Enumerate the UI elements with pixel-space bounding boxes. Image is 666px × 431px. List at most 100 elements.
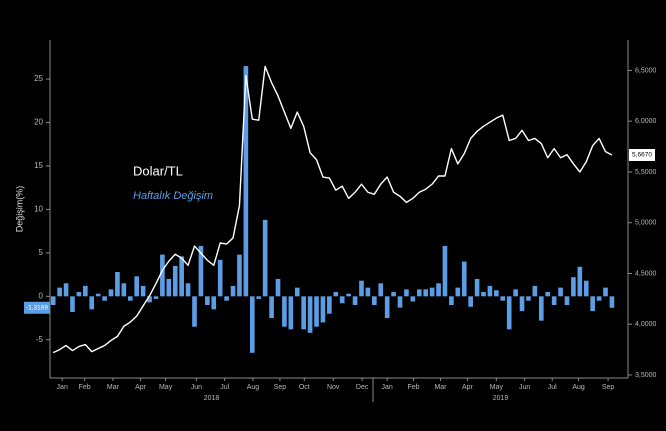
y-tick-label: 5 [39,248,44,257]
bar [249,296,255,353]
bar [83,285,88,297]
y2-tick-label: 4,0000 [635,321,657,328]
bar [404,289,409,297]
bar [294,287,300,297]
x-tick-label: Aug [572,384,585,391]
bar [288,296,294,330]
y2-tick-label: 6,0000 [635,118,657,125]
bar [172,265,178,297]
x-tick-label: Nov [327,384,340,391]
bar [327,296,332,314]
bar [538,296,544,321]
bar [416,289,422,297]
bar [89,296,95,310]
y2-tick-label: 3,5000 [635,372,657,379]
bar [160,254,165,297]
legend-label: Dolar/TL [133,163,183,178]
bar [108,289,114,297]
legend-label: Haftalık Değişim [133,190,213,202]
bar [57,287,62,297]
bar [224,296,229,301]
bar [532,285,538,297]
bar [275,278,281,297]
bar [198,245,204,297]
bar [551,296,557,306]
x-tick-label: Mar [434,384,447,391]
bar [487,285,493,297]
bar [211,296,217,310]
bar [102,296,107,301]
bar [429,287,435,297]
x-tick-label: Apr [462,384,474,391]
x-tick-label: Apr [135,384,147,391]
bar [314,296,319,327]
y2-tick-label: 6,5000 [635,67,657,74]
x-tick-label: Jan [382,384,393,391]
bar [526,296,531,301]
bar [397,296,403,308]
y-axis-label: Değişim(%) [14,186,24,233]
y2-tick-label: 5,5000 [635,169,657,176]
bar [320,296,326,323]
bar [217,259,223,297]
bar [76,291,82,297]
bar [256,296,262,299]
y-tick-label: -5 [36,335,44,344]
x-tick-label: Mar [107,384,120,391]
year-label: 2019 [493,395,509,402]
bar [596,296,602,301]
bar [590,296,595,312]
bar [583,280,589,297]
y-tick-label: 0 [39,291,44,300]
bar [494,290,499,297]
bar [513,289,518,297]
bar [545,291,551,297]
year-label: 2018 [204,395,220,402]
bar [307,296,313,333]
bar [166,278,172,297]
bar [205,296,210,306]
x-tick-label: Sep [274,384,287,391]
bar [481,291,486,297]
bar [423,289,429,297]
bar [436,283,441,297]
y-tick-label: 20 [34,118,43,127]
bar [378,283,384,297]
x-tick-label: May [159,384,173,391]
bar [519,296,525,312]
bar [179,256,184,297]
x-tick-label: Dec [356,384,369,391]
bar [474,278,480,297]
x-tick-label: Jan [57,384,68,391]
y2-tick-label: 5,0000 [635,220,657,227]
bar [127,296,133,301]
x-tick-label: Oct [299,384,310,391]
line [52,65,613,354]
x-tick-label: Jun [191,384,202,391]
value-tag [24,301,50,314]
bar [391,291,396,297]
bar [577,266,583,297]
bar [346,293,351,297]
bar [500,296,506,301]
bar [603,287,608,297]
bar [410,296,416,302]
bar [237,254,242,297]
value-tag [629,149,655,162]
bar [192,296,197,327]
y-tick-label: 10 [34,205,43,214]
bar [506,296,512,330]
bar [50,296,56,306]
bar [269,296,274,319]
y-tick-label: 15 [34,161,43,170]
bar [70,296,75,312]
bar [468,296,473,307]
bar [333,291,339,297]
bar [153,296,159,299]
bar [230,285,236,297]
bar [384,296,390,319]
x-tick-label: Jul [548,384,557,391]
bar [243,66,249,297]
x-tick-label: Feb [79,384,91,391]
